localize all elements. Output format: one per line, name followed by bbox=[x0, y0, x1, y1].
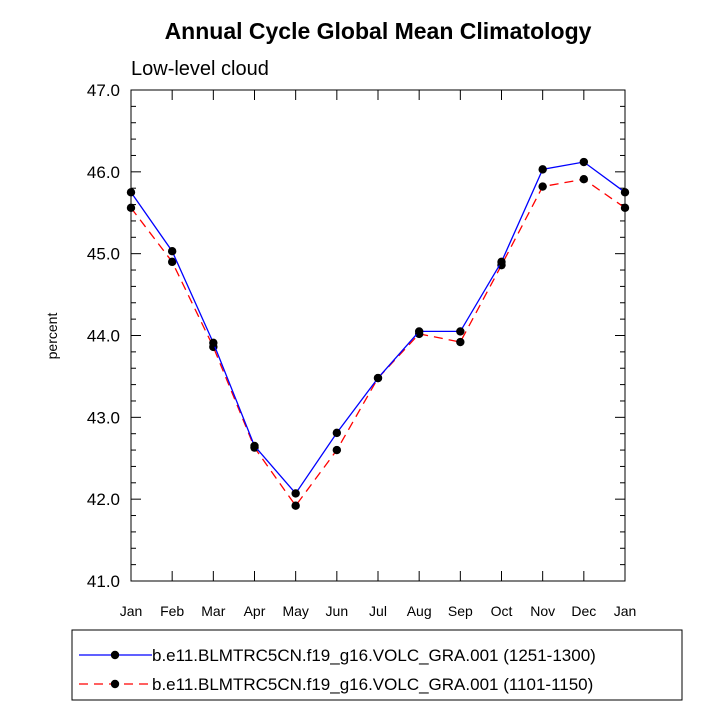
data-point-series-2 bbox=[579, 174, 589, 184]
data-point-series-1 bbox=[209, 338, 218, 348]
data-point-series-1 bbox=[414, 327, 424, 336]
plot-frame bbox=[130, 89, 626, 582]
data-point-series-2 bbox=[126, 203, 136, 213]
y-tick-label: 41.0 bbox=[87, 572, 120, 591]
legend-marker-1 bbox=[110, 650, 120, 660]
x-tick-label: Feb bbox=[160, 603, 184, 619]
data-point-series-1 bbox=[332, 428, 342, 438]
x-tick-label: Jul bbox=[369, 603, 387, 619]
data-point-series-1 bbox=[497, 257, 506, 267]
legend-box bbox=[71, 629, 683, 701]
data-point-series-2 bbox=[291, 501, 300, 510]
y-axis-label: percent bbox=[44, 313, 60, 360]
x-tick-label: Aug bbox=[407, 603, 432, 619]
y-tick-label: 44.0 bbox=[87, 327, 120, 346]
y-tick-label: 42.0 bbox=[87, 490, 120, 509]
x-tick-label: Dec bbox=[571, 603, 596, 619]
data-point-series-2 bbox=[538, 182, 547, 191]
x-tick-label: Sep bbox=[448, 603, 473, 619]
data-point-series-2 bbox=[332, 445, 342, 455]
data-point-series-1 bbox=[250, 441, 259, 451]
data-point-series-2 bbox=[167, 257, 177, 267]
x-tick-label: Jan bbox=[614, 603, 637, 619]
series-line-2 bbox=[130, 178, 626, 507]
x-tick-label: May bbox=[282, 603, 308, 619]
data-point-series-1 bbox=[291, 489, 300, 498]
x-tick-label: Mar bbox=[201, 603, 225, 619]
data-point-series-1 bbox=[538, 165, 547, 174]
x-tick-label: Jun bbox=[326, 603, 349, 619]
plot-area: 41.0 42.0 43.0 44.0 45.0 46.0 47.0 Jan Feb Mar Apr… bbox=[87, 81, 636, 619]
legend-label-2: b.e11.BLMTRC5CN.f19_g16.VOLC_GRA.001 (11… bbox=[152, 675, 593, 694]
x-tick-label: Jan bbox=[120, 603, 143, 619]
data-point-series-1 bbox=[456, 327, 465, 336]
legend-marker-2 bbox=[110, 679, 120, 689]
legend: b.e11.BLMTRC5CN.f19_g16.VOLC_GRA.001 (12… bbox=[71, 629, 683, 701]
data-point-series-2 bbox=[456, 337, 465, 347]
data-point-series-1 bbox=[620, 188, 630, 197]
series-line-1 bbox=[130, 161, 626, 495]
chart-subtitle: Low-level cloud bbox=[131, 58, 269, 80]
y-tick-label: 47.0 bbox=[87, 81, 120, 100]
y-tick-label: 43.0 bbox=[87, 408, 120, 427]
x-tick-label: Nov bbox=[530, 603, 555, 619]
data-point-series-1 bbox=[126, 188, 136, 197]
data-point-series-1 bbox=[373, 373, 383, 383]
data-point-series-1 bbox=[167, 247, 177, 256]
x-tick-label: Apr bbox=[244, 603, 266, 619]
data-point-series-2 bbox=[620, 203, 630, 213]
chart-title: Annual Cycle Global Mean Climatology bbox=[165, 18, 592, 44]
x-tick-label: Oct bbox=[491, 603, 513, 619]
y-tick-label: 45.0 bbox=[87, 245, 120, 264]
data-point-series-1 bbox=[579, 157, 589, 167]
legend-label-1: b.e11.BLMTRC5CN.f19_g16.VOLC_GRA.001 (12… bbox=[152, 646, 596, 665]
y-tick-label: 46.0 bbox=[87, 163, 120, 182]
